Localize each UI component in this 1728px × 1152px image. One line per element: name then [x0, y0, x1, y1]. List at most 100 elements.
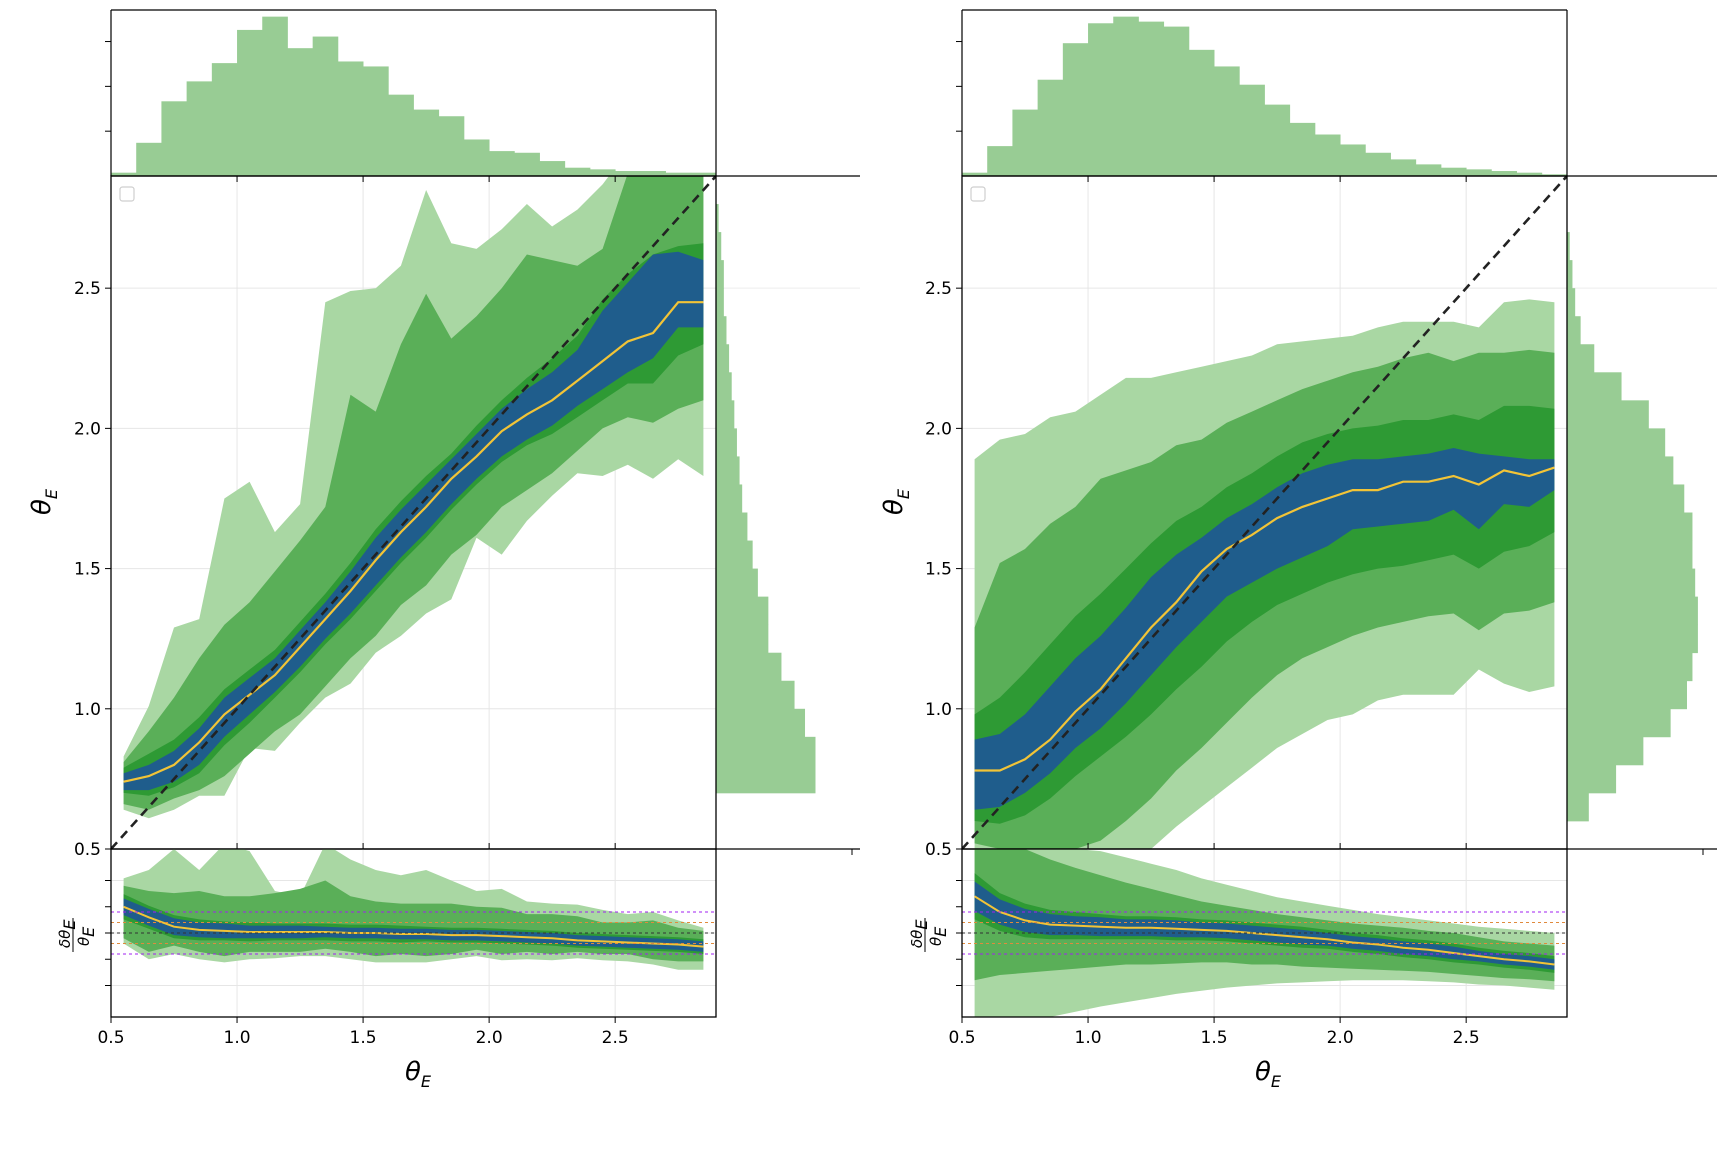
right-top-hist-bar — [1012, 109, 1039, 176]
right-ytick-label: 1.0 — [925, 700, 952, 720]
left-top-hist-bar — [161, 101, 188, 176]
right-ytick-label: 2.5 — [925, 279, 952, 299]
right-top-hist-bar — [1516, 172, 1543, 176]
left-xlabel: θE — [405, 1057, 432, 1091]
left-right-hist-bar — [716, 540, 753, 569]
right-top-hist-bar — [1062, 43, 1089, 177]
left-chart: 0.5 1.0 1.5 2.0 2.5 0.5 1.0 1.5 2.0 2.5 — [74, 9, 860, 1048]
left-right-hist-bar — [716, 512, 748, 541]
right-xlabel: θE — [1255, 1057, 1282, 1091]
left-top-hist-bar — [363, 66, 389, 176]
right-right-hist-bar — [1567, 288, 1576, 317]
left-right-hist-bar — [716, 680, 795, 710]
left-top-hist-bar — [237, 29, 263, 177]
left-ytick-label: 2.5 — [74, 279, 101, 299]
left-top-hist-bar — [136, 142, 162, 176]
left-top-hist-bar — [211, 63, 238, 177]
right-top-hist-bar — [1314, 134, 1341, 176]
left-top-hist-bar — [186, 81, 213, 176]
left-median-line — [123, 301, 704, 783]
right-xtick-label: 1.5 — [1201, 1028, 1228, 1048]
left-bands — [111, 176, 716, 849]
right-top-hist-bar — [1163, 26, 1190, 176]
left-ytick-label: 1.0 — [74, 700, 101, 720]
left-res-bands — [111, 849, 716, 970]
right-top-hist-bar — [1289, 122, 1316, 176]
left-right-hist-bar — [716, 484, 743, 513]
right-top-hist-bar — [1415, 164, 1442, 176]
left-xtick-label: 0.5 — [97, 1028, 124, 1048]
right-ylabel: θE — [879, 488, 913, 515]
left-top-hist-bar — [463, 139, 490, 176]
left-top-hist-bar — [615, 171, 641, 176]
right-ytick-label: 1.5 — [925, 560, 952, 580]
left-top-hist-bar — [111, 172, 137, 176]
left-right-hist-bar — [716, 428, 737, 457]
left-right-hist-bar — [716, 652, 782, 682]
right-right-hist-bar — [1567, 568, 1696, 598]
right-right-hist-bar — [1567, 372, 1622, 401]
right-top-hist-bar — [1491, 171, 1517, 176]
left-ytick-label: 2.0 — [74, 419, 101, 439]
right-right-hist-bar — [1567, 596, 1698, 626]
right-top-hist-bar — [1340, 144, 1366, 176]
right-right-hist-bar — [1567, 400, 1649, 429]
left-top-hist-bar — [665, 172, 692, 176]
right-xtick-label: 0.5 — [948, 1028, 975, 1048]
panel-left: θE θE δθE θE 0.5 1.0 1.5 2.0 2.5 0.5 1.0 1.5 2.0… — [27, 9, 860, 1091]
right-top-hist-bar — [987, 146, 1013, 176]
right-res-median-line — [974, 895, 1555, 966]
left-right-hist-bar — [716, 260, 724, 289]
right-resid-label-top: δθE — [908, 919, 931, 948]
left-top-hist-bar — [262, 16, 288, 176]
left-top-hist-bar — [438, 116, 465, 176]
left-top-hist-bar — [690, 172, 717, 176]
left-right-hist-bar — [716, 596, 769, 626]
left-right-hist-bar — [716, 344, 730, 373]
left-right-hist-bar — [716, 400, 735, 429]
right-top-hist-bar — [1466, 169, 1492, 176]
left-identity-line — [111, 176, 716, 849]
left-right-hist-bar — [716, 456, 740, 485]
right-right-hist-bar — [1567, 260, 1573, 289]
right-top-hist-bar — [1037, 79, 1064, 176]
left-top-hist-bar — [539, 161, 566, 176]
left-right-hist-bar — [716, 568, 758, 598]
right-top-hist-bar — [1239, 84, 1265, 176]
right-right-hist-bar — [1567, 344, 1595, 373]
left-right-hist-bar — [716, 708, 806, 738]
left-right-hist-bar — [716, 316, 727, 345]
left-top-hist-bar — [589, 169, 616, 176]
left-xtick-label: 2.5 — [602, 1028, 629, 1048]
left-top-hist-bar — [312, 36, 339, 177]
left-ytick-label: 1.5 — [74, 560, 101, 580]
left-top-hist-bar — [388, 94, 414, 176]
right-right-hist-bar — [1567, 232, 1570, 261]
right-right-hist-bar — [1567, 764, 1617, 794]
left-right-hist-bar — [716, 764, 816, 794]
right-right-hist-bar — [1567, 484, 1685, 513]
right-right-hist-bar — [1567, 792, 1589, 822]
left-xtick-label: 2.0 — [476, 1028, 503, 1048]
right-right-hist-bar — [1567, 680, 1687, 710]
right-median-line — [974, 466, 1555, 772]
right-top-hist-bar — [1365, 152, 1391, 176]
right-right-hist-bar — [1567, 428, 1666, 457]
left-resid-label-bottom: θE — [75, 926, 98, 946]
right-right-hist-bar — [1567, 652, 1693, 682]
right-top-hist-bar — [962, 172, 988, 176]
right-res-bands — [962, 849, 1567, 1017]
left-right-hist-bar — [716, 204, 719, 233]
right-top-hist-bar — [1088, 23, 1114, 177]
right-xtick-label: 2.0 — [1327, 1028, 1354, 1048]
right-xtick-label: 2.5 — [1453, 1028, 1480, 1048]
right-top-hist-bar — [1138, 21, 1165, 177]
right-resid-label-bottom: θE — [927, 926, 950, 946]
right-xtick-label: 1.0 — [1075, 1028, 1102, 1048]
left-residual-label: δθE θE — [56, 918, 98, 952]
right-right-hist-bar — [1567, 512, 1693, 541]
left-right-hist-bar — [716, 624, 769, 654]
left-ytick-label: 0.5 — [74, 840, 101, 860]
left-resid-label-top: δθE — [56, 919, 79, 948]
